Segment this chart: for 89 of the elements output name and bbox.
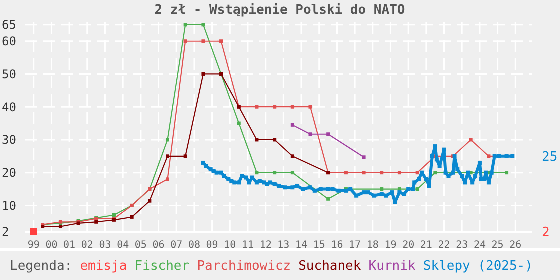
x-tick-label: 25 <box>492 240 504 251</box>
y-tick-label: 20 <box>2 166 16 180</box>
y-tick-label: 50 <box>2 67 16 82</box>
point <box>308 105 312 109</box>
point <box>416 188 420 192</box>
x-tick-label: 09 <box>206 240 218 251</box>
point <box>255 171 259 175</box>
point <box>380 171 384 175</box>
x-tick-label: 21 <box>420 240 432 251</box>
chart-title: 2 zł - Wstąpienie Polski do NATO <box>154 3 406 18</box>
point <box>308 132 312 136</box>
point <box>202 72 206 76</box>
x-tick-label: 14 <box>295 240 308 251</box>
point <box>166 138 170 142</box>
point <box>487 154 491 158</box>
point <box>30 228 38 236</box>
x-tick-label: 13 <box>278 240 290 251</box>
x-tick-label: 19 <box>384 240 397 251</box>
x-tick-label: 04 <box>117 240 130 251</box>
legend-title: Legenda: <box>10 259 73 274</box>
point <box>130 215 134 219</box>
x-tick-label: 11 <box>242 240 254 251</box>
point <box>184 40 188 44</box>
point <box>362 156 366 160</box>
y-tick-label: 30 <box>2 133 16 148</box>
point <box>416 171 420 175</box>
point <box>166 178 170 182</box>
x-tick-label: 18 <box>366 240 379 251</box>
y-tick-label: 2 <box>2 225 10 240</box>
x-tick-label: 02 <box>81 240 94 251</box>
x-tick-label: 23 <box>456 240 468 251</box>
x-tick-label: 03 <box>99 240 112 251</box>
text: emisja <box>80 259 128 274</box>
point <box>362 171 366 175</box>
text: Kurnik <box>368 259 416 274</box>
point <box>344 171 348 175</box>
x-tick-label: 15 <box>313 240 326 251</box>
point <box>290 171 294 175</box>
y-tick-label: 40 <box>2 100 16 114</box>
point <box>273 171 277 175</box>
point <box>202 23 206 27</box>
text: Parchimowicz <box>197 259 292 274</box>
x-tick-label: 16 <box>331 240 344 251</box>
point <box>184 23 188 27</box>
point <box>505 171 509 175</box>
point <box>326 197 330 201</box>
point <box>184 154 188 158</box>
point <box>255 138 259 142</box>
x-tick-label: 01 <box>64 240 76 251</box>
point <box>326 132 330 136</box>
text: 25 <box>542 150 558 165</box>
point <box>112 213 116 217</box>
y-tick-label: 65 <box>2 18 16 32</box>
y-tick-label: 60 <box>2 34 16 49</box>
point <box>434 171 438 175</box>
point <box>469 138 473 142</box>
x-tick-label: 99 <box>28 240 40 251</box>
point <box>290 123 294 127</box>
x-tick-label: 00 <box>46 240 58 251</box>
text: Suchanek <box>298 259 362 274</box>
x-tick-label: 10 <box>224 240 236 251</box>
text: 2 <box>542 226 550 241</box>
point <box>380 188 384 192</box>
point <box>58 224 62 228</box>
y-tick-label: 10 <box>2 198 16 213</box>
point <box>220 40 224 44</box>
point <box>290 154 294 158</box>
point <box>166 154 170 158</box>
point <box>237 122 241 126</box>
point <box>273 138 277 142</box>
point <box>148 199 152 203</box>
x-tick-label: 05 <box>134 240 147 251</box>
x-tick-label: 07 <box>170 240 183 251</box>
x-tick-label: 26 <box>510 240 522 251</box>
x-tick-label: 08 <box>188 240 200 251</box>
point <box>94 220 98 224</box>
text: Fischer <box>134 259 190 274</box>
x-tick-label: 22 <box>438 240 450 251</box>
point <box>290 105 294 109</box>
text: Sklepy (2025-) <box>423 259 533 274</box>
x-tick-label: 20 <box>402 240 415 251</box>
x-tick-label: 17 <box>349 240 362 251</box>
point <box>202 40 206 44</box>
point <box>398 171 402 175</box>
x-tick-label: 06 <box>152 240 165 251</box>
x-tick-label: 12 <box>260 240 272 251</box>
point <box>255 105 259 109</box>
x-tick-label: 24 <box>474 240 486 251</box>
point <box>273 105 277 109</box>
